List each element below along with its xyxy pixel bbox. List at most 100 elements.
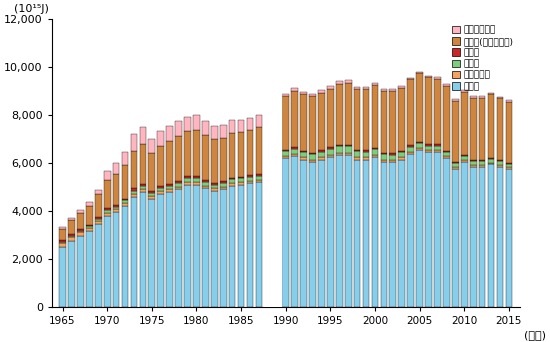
Bar xyxy=(372,84,378,148)
Bar xyxy=(77,231,84,232)
Bar xyxy=(309,94,316,96)
Bar xyxy=(398,86,405,88)
Bar xyxy=(336,145,343,146)
Bar xyxy=(220,189,227,307)
Bar xyxy=(497,161,503,165)
Bar xyxy=(229,180,235,183)
Bar xyxy=(425,76,432,77)
Bar xyxy=(238,178,244,182)
Bar xyxy=(443,86,450,151)
Bar xyxy=(211,139,218,183)
Bar xyxy=(354,89,360,150)
Bar xyxy=(95,194,102,217)
Bar xyxy=(256,182,262,307)
Bar xyxy=(362,159,370,307)
Bar xyxy=(122,200,128,203)
Bar xyxy=(408,78,414,79)
Bar xyxy=(505,102,512,163)
Bar xyxy=(292,149,298,154)
Bar xyxy=(478,98,486,160)
Bar xyxy=(345,80,351,83)
Bar xyxy=(488,94,494,158)
Bar xyxy=(354,152,360,157)
Bar xyxy=(478,96,486,98)
Bar xyxy=(256,180,262,182)
Bar xyxy=(327,157,334,307)
Bar xyxy=(264,19,281,307)
Bar xyxy=(246,118,254,130)
Bar xyxy=(220,125,227,138)
Bar xyxy=(86,206,92,224)
Bar xyxy=(104,210,111,212)
Bar xyxy=(381,89,387,91)
Bar xyxy=(443,152,450,156)
Bar xyxy=(398,157,405,159)
Bar xyxy=(193,115,200,130)
Bar xyxy=(318,157,324,159)
Bar xyxy=(175,136,182,181)
Bar xyxy=(211,184,218,188)
Bar xyxy=(389,89,396,91)
Bar xyxy=(140,189,146,192)
Bar xyxy=(434,145,441,146)
Bar xyxy=(238,132,244,176)
Bar xyxy=(292,156,298,307)
Bar xyxy=(59,242,66,247)
Bar xyxy=(292,91,298,147)
Bar xyxy=(130,151,138,188)
Bar xyxy=(104,216,111,307)
Bar xyxy=(202,186,208,188)
Bar xyxy=(104,180,111,209)
Bar xyxy=(327,147,334,149)
Bar xyxy=(461,162,468,307)
Bar xyxy=(68,221,75,234)
Bar xyxy=(470,96,476,98)
Bar xyxy=(95,219,102,221)
Bar xyxy=(478,165,486,167)
Bar xyxy=(434,79,441,145)
Bar xyxy=(256,176,262,180)
Bar xyxy=(59,229,66,240)
Bar xyxy=(425,77,432,144)
Bar xyxy=(77,229,84,231)
Bar xyxy=(140,127,146,144)
Bar xyxy=(220,182,227,183)
Bar xyxy=(113,207,119,209)
Bar xyxy=(157,192,164,194)
Bar xyxy=(166,192,173,307)
Bar xyxy=(148,196,155,199)
Bar xyxy=(59,227,66,229)
Bar xyxy=(434,152,441,307)
Bar xyxy=(408,147,414,152)
Bar xyxy=(202,182,208,186)
Bar xyxy=(372,148,378,149)
Bar xyxy=(327,149,334,155)
Bar xyxy=(408,152,414,154)
Bar xyxy=(184,176,191,178)
Bar xyxy=(505,169,512,307)
Bar xyxy=(389,162,396,307)
Bar xyxy=(354,157,360,159)
Bar xyxy=(166,184,173,186)
Bar xyxy=(354,87,360,89)
Bar xyxy=(327,89,334,147)
Bar xyxy=(452,101,459,162)
Bar xyxy=(77,232,84,236)
Bar xyxy=(86,231,92,307)
Bar xyxy=(488,164,494,307)
Bar xyxy=(372,149,378,155)
Bar xyxy=(157,186,164,188)
Bar xyxy=(184,178,191,182)
Bar xyxy=(148,191,155,193)
Bar xyxy=(470,161,476,165)
Bar xyxy=(282,150,289,151)
Bar xyxy=(157,194,164,307)
Bar xyxy=(292,154,298,156)
Bar xyxy=(497,165,503,167)
Bar xyxy=(202,135,208,180)
Bar xyxy=(256,116,262,127)
Bar xyxy=(398,151,405,152)
Bar xyxy=(122,206,128,307)
Bar xyxy=(478,167,486,307)
Bar xyxy=(416,150,423,307)
